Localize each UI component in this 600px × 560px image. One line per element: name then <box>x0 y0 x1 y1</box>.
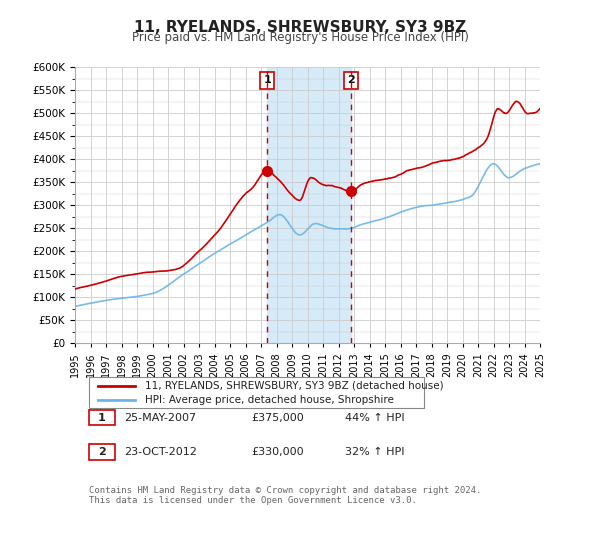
Text: 1: 1 <box>263 76 271 86</box>
Text: 11, RYELANDS, SHREWSBURY, SY3 9BZ (detached house): 11, RYELANDS, SHREWSBURY, SY3 9BZ (detac… <box>145 381 443 391</box>
Text: 2: 2 <box>347 76 355 86</box>
Text: 1: 1 <box>98 413 106 423</box>
Text: £375,000: £375,000 <box>252 413 304 423</box>
Text: 23-OCT-2012: 23-OCT-2012 <box>124 447 197 457</box>
Text: 11, RYELANDS, SHREWSBURY, SY3 9BZ: 11, RYELANDS, SHREWSBURY, SY3 9BZ <box>134 20 466 35</box>
Bar <box>267 67 351 343</box>
Text: 2: 2 <box>98 447 106 457</box>
Text: Price paid vs. HM Land Registry's House Price Index (HPI): Price paid vs. HM Land Registry's House … <box>131 31 469 44</box>
Text: 44% ↑ HPI: 44% ↑ HPI <box>344 413 404 423</box>
Text: Contains HM Land Registry data © Crown copyright and database right 2024.
This d: Contains HM Land Registry data © Crown c… <box>89 486 481 505</box>
FancyBboxPatch shape <box>89 377 424 408</box>
FancyBboxPatch shape <box>89 410 115 426</box>
Text: 25-MAY-2007: 25-MAY-2007 <box>124 413 196 423</box>
Text: £330,000: £330,000 <box>252 447 304 457</box>
FancyBboxPatch shape <box>89 444 115 460</box>
Text: 32% ↑ HPI: 32% ↑ HPI <box>344 447 404 457</box>
Text: HPI: Average price, detached house, Shropshire: HPI: Average price, detached house, Shro… <box>145 395 394 405</box>
